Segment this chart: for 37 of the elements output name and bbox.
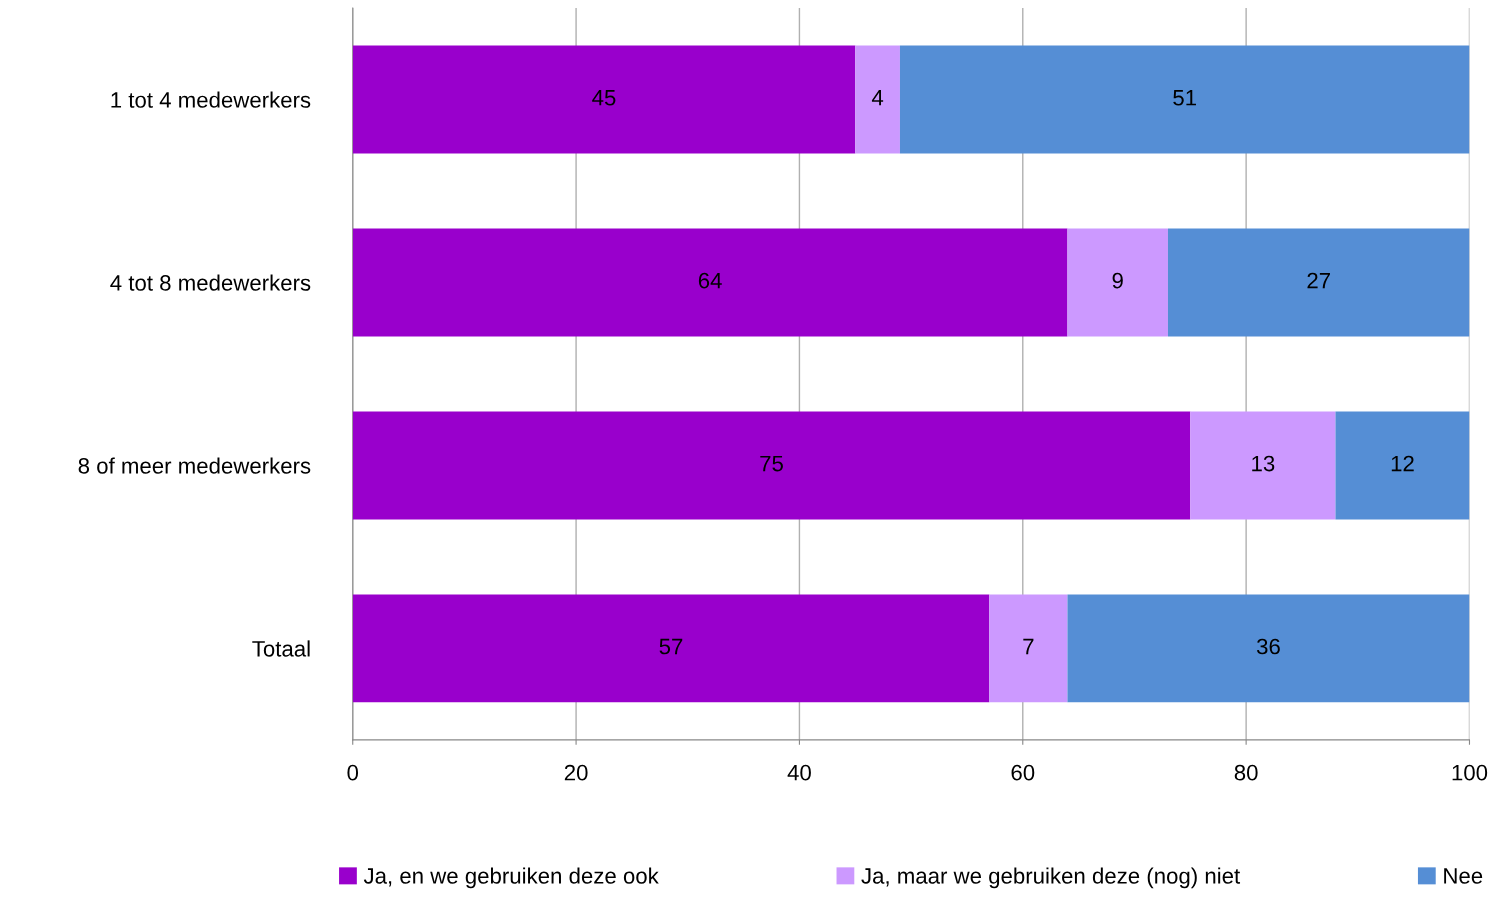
data-label: 4: [871, 90, 884, 106]
bar: [1190, 411, 1336, 520]
y-tick-label: 1 tot 4 medewerkers: [111, 91, 311, 108]
data-label: 75: [760, 455, 783, 472]
data-label: 36: [1256, 638, 1280, 655]
bar: [352, 45, 856, 154]
x-tick-label: 80: [1234, 764, 1258, 781]
data-label: 57: [659, 638, 683, 655]
bar: [1067, 594, 1470, 703]
data-label: 12: [1391, 455, 1414, 472]
x-tick-label: 60: [1011, 764, 1035, 781]
y-tick-label: 8 of meer medewerkers: [78, 457, 311, 474]
bar: [1335, 411, 1470, 520]
data-label: 27: [1307, 272, 1330, 289]
bar: [352, 594, 990, 703]
x-tick-label: 20: [564, 764, 588, 781]
bar: [352, 228, 1068, 337]
data-label: 51: [1173, 90, 1196, 106]
data-label: 64: [698, 272, 722, 289]
x-tick-label: 40: [787, 764, 811, 781]
bar: [899, 45, 1470, 154]
x-tick-label: 0: [347, 764, 359, 781]
bar: [1067, 228, 1168, 337]
data-label: 7: [1023, 638, 1034, 655]
bar: [989, 594, 1068, 703]
bar: [855, 45, 900, 154]
legend-label: Ja, maar we gebruiken deze (nog) niet: [861, 867, 1241, 889]
bar: [352, 411, 1191, 520]
x-tick-label: 100: [1452, 764, 1488, 781]
legend-label: Ja, en we gebruiken deze ook: [363, 867, 659, 889]
y-tick-label: 4 tot 8 medewerkers: [110, 274, 311, 291]
legend-label: Nee: [1444, 868, 1483, 884]
data-label: 13: [1252, 455, 1275, 472]
y-tick-label: Totaal: [252, 640, 310, 657]
bar: [1167, 228, 1470, 337]
data-label: 45: [592, 90, 616, 106]
data-label: 9: [1112, 272, 1123, 289]
